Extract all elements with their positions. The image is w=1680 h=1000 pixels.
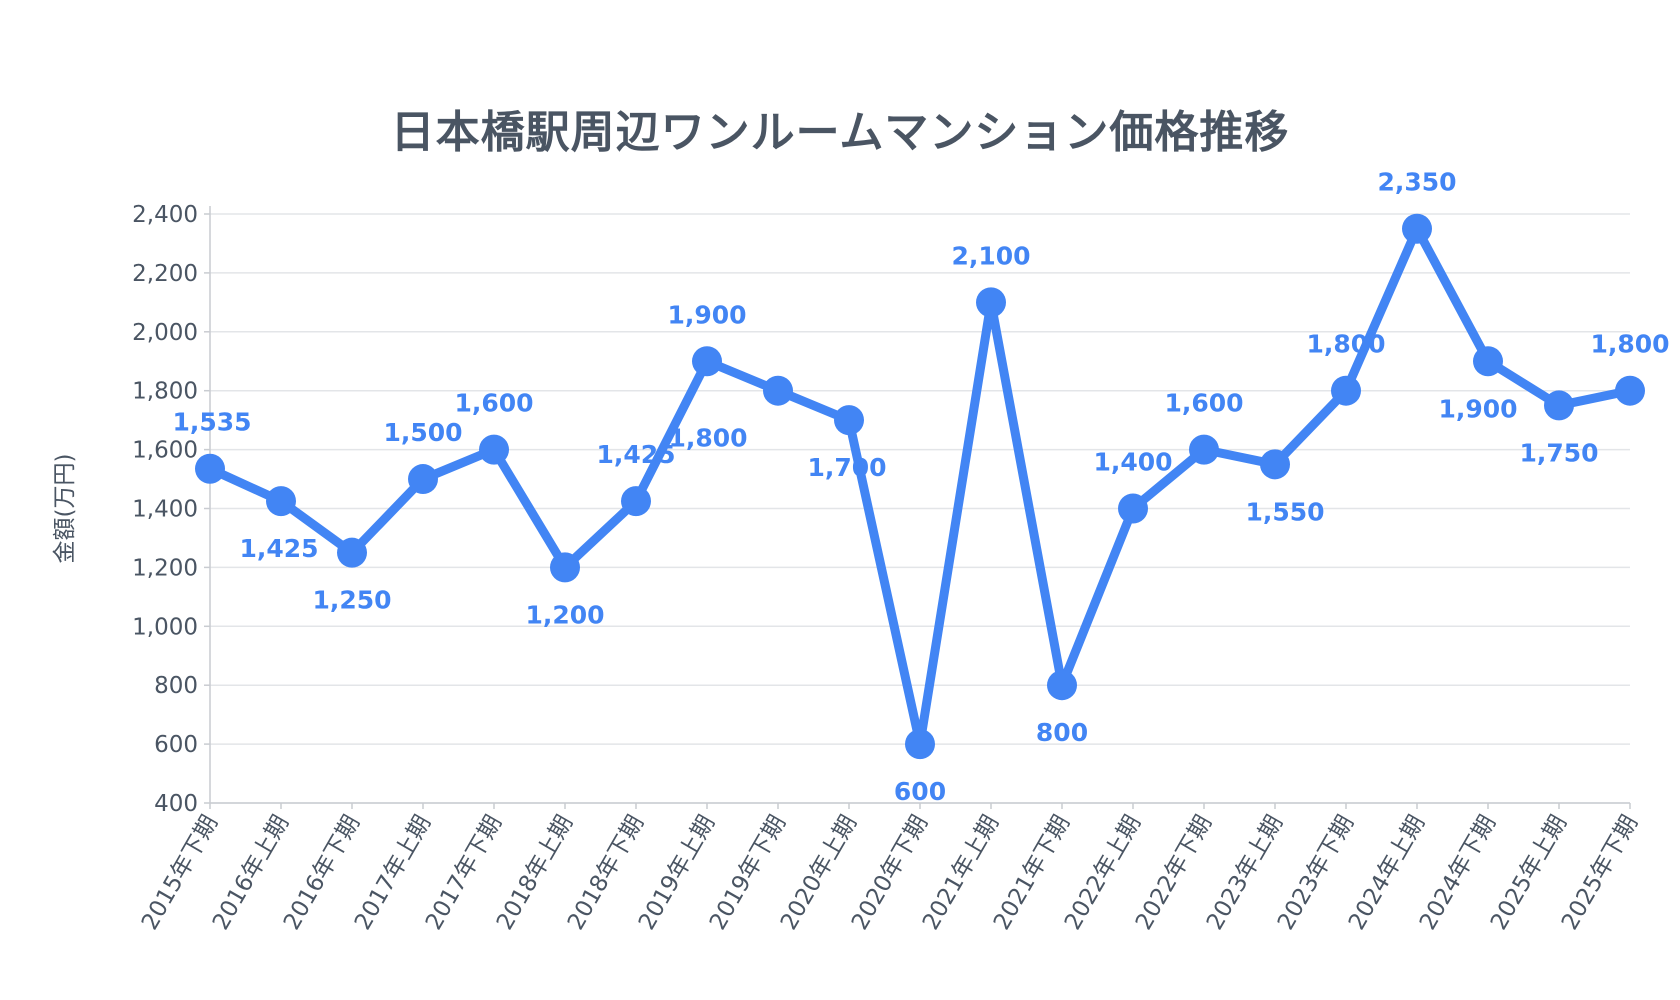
axes (204, 206, 1631, 809)
data-label: 1,750 (1519, 438, 1598, 467)
data-label: 1,600 (1164, 389, 1243, 418)
data-point (266, 486, 296, 517)
data-label: 800 (1036, 718, 1088, 747)
y-tick-label: 1,400 (132, 497, 198, 523)
y-tick-label: 1,600 (132, 438, 198, 464)
y-tick-label: 2,400 (132, 202, 198, 228)
data-label: 1,800 (1590, 330, 1669, 359)
data-label: 1,500 (383, 418, 462, 447)
data-point (1189, 434, 1219, 465)
data-label: 1,900 (1438, 394, 1517, 423)
x-tick-labels: 2015年下期2016年上期2016年下期2017年上期2017年下期2018年… (137, 811, 1643, 934)
data-point (976, 287, 1006, 318)
data-point (1473, 346, 1503, 377)
data-point (550, 552, 580, 583)
y-tick-label: 600 (154, 732, 198, 758)
data-label: 2,350 (1377, 168, 1456, 197)
data-labels: 1,5351,4251,2501,5001,6001,2001,4251,900… (172, 168, 1669, 806)
data-label: 1,250 (312, 586, 391, 615)
data-point (408, 464, 438, 495)
data-label: 1,425 (596, 440, 675, 469)
data-label: 1,550 (1245, 497, 1324, 526)
y-tick-label: 800 (154, 673, 198, 699)
gridlines (210, 213, 1630, 804)
y-axis-label: 金額(万円) (52, 454, 78, 564)
x-tick-label: 2025年下期 (1557, 811, 1643, 934)
y-axis-label-group: 金額(万円) (52, 454, 78, 564)
data-point (1615, 375, 1645, 406)
data-label: 1,800 (668, 424, 747, 453)
data-label: 1,600 (454, 389, 533, 418)
data-point (1047, 670, 1077, 701)
data-label: 2,100 (951, 241, 1030, 270)
y-tick-label: 2,000 (132, 320, 198, 346)
data-label: 600 (894, 777, 946, 806)
data-point (1260, 449, 1290, 480)
y-tick-label: 1,800 (132, 379, 198, 405)
data-label: 1,900 (667, 300, 746, 329)
data-points (195, 213, 1645, 760)
data-point (1402, 213, 1432, 244)
data-point (834, 405, 864, 436)
y-tick-label: 1,000 (132, 614, 198, 640)
data-point (1544, 390, 1574, 421)
data-point (763, 375, 793, 406)
data-point (195, 453, 225, 484)
data-label: 1,400 (1093, 448, 1172, 477)
y-tick-label: 2,200 (132, 261, 198, 287)
data-label: 1,700 (807, 453, 886, 482)
data-label: 1,425 (239, 534, 318, 563)
data-point (692, 346, 722, 377)
data-point (1331, 375, 1361, 406)
y-tick-label: 400 (154, 791, 198, 817)
data-point (479, 434, 509, 465)
y-tick-label: 1,200 (132, 555, 198, 581)
data-point (621, 486, 651, 517)
data-label: 1,800 (1306, 330, 1385, 359)
data-label: 1,535 (172, 408, 251, 437)
data-point (905, 729, 935, 760)
data-point (1118, 493, 1148, 524)
data-label: 1,200 (525, 600, 604, 629)
y-tick-labels: 2,400 2,200 2,000 1,800 1,600 1,400 1,200 1,000… (132, 202, 198, 817)
data-point (337, 537, 367, 568)
chart-title: 日本橋駅周辺ワンルームマンション価格推移 (390, 107, 1290, 158)
